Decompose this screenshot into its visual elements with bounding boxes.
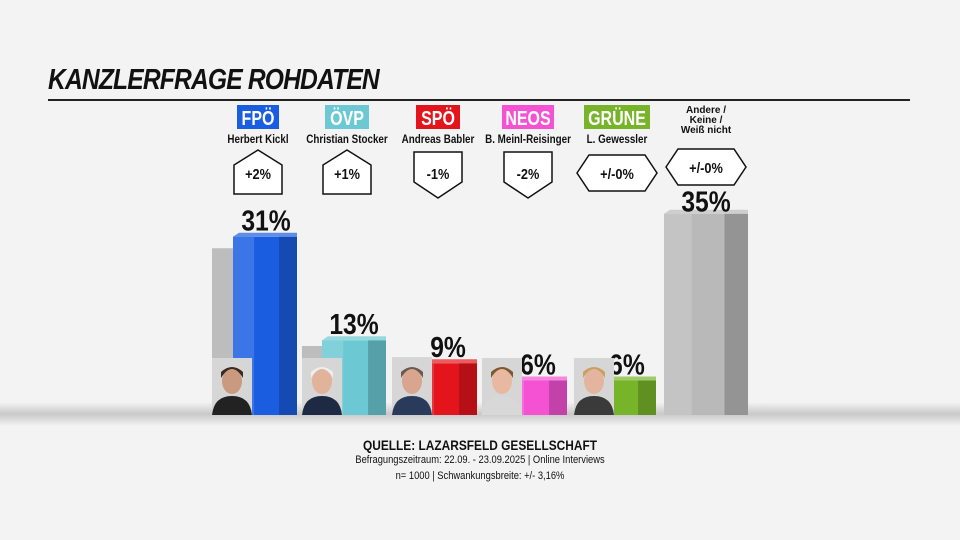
candidate-name: Andreas Babler [402,133,475,146]
value-label: 6% [609,349,645,381]
change-label: -1% [427,165,450,182]
change-label: +/-0% [600,165,634,182]
change-indicator [233,149,283,195]
party-badge [325,105,369,129]
others-label: Weiß nicht [681,125,732,136]
bar-side [368,340,386,415]
party-badge [502,105,554,129]
change-label: +1% [334,165,360,182]
change-indicator [576,154,658,192]
change-label: +/-0% [689,159,723,176]
portrait-hair [491,367,513,378]
change-label: -2% [517,165,540,182]
portrait-face [312,368,332,394]
party-name: SPÖ [421,107,455,129]
portrait-face [402,368,422,394]
value-label: 35% [681,186,730,218]
portrait-body [302,396,342,415]
portrait-body [574,396,614,415]
candidate-name: Christian Stocker [306,133,388,146]
bar-highlight [664,213,692,415]
change-indicator [503,151,553,199]
bar-top [664,209,748,214]
change-indicator [322,149,372,195]
value-label: 9% [430,331,466,363]
bar-side [549,380,567,415]
change-label: +2% [245,165,271,182]
change-indicator [413,151,463,199]
source-sample: n= 1000 | Schwankungsbreite: +/- 3,16% [395,470,565,482]
candidate-name: Herbert Kickl [227,133,288,146]
party-name: GRÜNE [588,107,646,129]
floor-shadow [0,402,960,426]
bar-side [724,213,748,415]
party-badge [237,105,279,129]
portrait-body [392,396,432,415]
party-badge [416,105,460,129]
party-badge [584,105,650,129]
change-indicator [665,148,747,186]
portrait-body [482,396,522,415]
portrait-face [222,368,242,394]
bar-side [279,236,297,415]
title-divider [48,99,910,101]
bar-side [459,363,477,415]
bar-top [322,336,386,341]
value-label: 6% [520,349,556,381]
portrait-body [212,396,252,415]
value-label: 13% [329,308,378,340]
portrait-face [492,368,512,394]
portrait-face [584,368,604,394]
candidate-name: L. Gewessler [587,133,648,146]
portrait-hair [311,367,333,378]
portrait-hair [583,367,605,378]
party-name: NEOS [505,107,550,129]
bar-side [638,380,656,415]
portrait-hair [401,367,423,378]
party-name: ÖVP [330,107,364,129]
party-name: FPÖ [242,107,275,129]
source-title: QUELLE: LAZARSFELD GESELLSCHAFT [362,437,598,453]
others-label: Andere / [686,105,726,116]
others-label: Keine / [690,115,723,126]
candidate-name: B. Meinl-Reisinger [485,133,571,146]
bar-top [233,232,297,237]
value-label: 31% [241,205,290,237]
portrait-hair [221,367,243,378]
source-period: Befragungszeitraum: 22.09. - 23.09.2025 … [355,454,605,466]
page-title: KANZLERFRAGE ROHDATEN [48,64,380,96]
